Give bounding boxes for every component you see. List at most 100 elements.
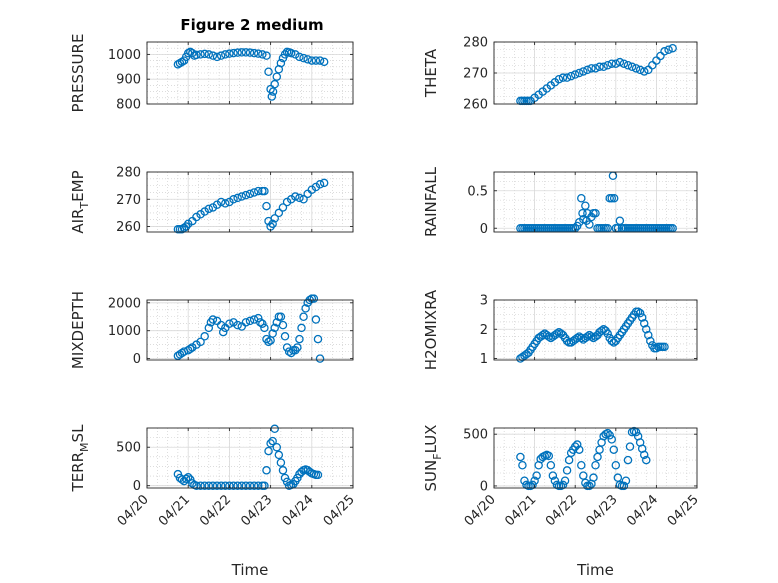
data-point	[276, 312, 286, 321]
data-point	[307, 56, 317, 65]
data-point	[264, 337, 273, 347]
y-tick-label: 900	[116, 73, 141, 88]
data-point	[276, 458, 286, 467]
y-axis-label-main: MIXDEPTH	[69, 291, 87, 369]
data-point	[609, 193, 619, 203]
data-point	[546, 460, 556, 470]
data-point	[204, 204, 214, 214]
data-point	[560, 476, 570, 486]
data-point	[268, 219, 277, 229]
data-point	[621, 476, 631, 486]
data-point	[233, 481, 242, 490]
data-point	[639, 450, 649, 460]
data-point	[229, 195, 238, 204]
data-point	[583, 332, 592, 341]
data-point	[274, 208, 284, 218]
data-point	[603, 428, 612, 438]
data-point	[585, 481, 594, 491]
y-tick-label: 500	[116, 441, 141, 456]
data-point	[291, 50, 300, 59]
data-point	[200, 481, 209, 490]
y-tick-label: 3	[480, 294, 488, 309]
data-point	[664, 45, 673, 55]
data-point	[274, 450, 284, 460]
data-point	[562, 466, 572, 475]
data-point	[301, 304, 310, 313]
data-point	[319, 178, 329, 188]
data-point	[272, 72, 282, 81]
subplot-1: 800 900 1000 PRESSURE	[69, 34, 354, 113]
data-point	[550, 476, 560, 486]
data-point	[256, 318, 265, 327]
y-tick-label: 0	[133, 352, 141, 367]
data-point	[278, 320, 288, 330]
y-axis-label-main: SUN	[422, 460, 440, 492]
data-point	[548, 471, 558, 480]
data-point	[212, 52, 222, 62]
data-point	[577, 460, 586, 470]
data-point	[258, 319, 267, 328]
data-point	[181, 474, 191, 484]
data-point	[270, 79, 279, 89]
data-point	[291, 192, 300, 201]
data-point	[615, 216, 625, 225]
y-tick-label: 270	[463, 67, 488, 82]
data-point	[623, 455, 633, 465]
data-point	[241, 48, 251, 57]
data-point	[578, 208, 587, 218]
data-point	[260, 323, 269, 333]
y-tick-label: 2000	[108, 296, 141, 311]
data-point	[570, 70, 580, 79]
axes-box	[493, 299, 698, 361]
data-point	[272, 442, 282, 452]
data-point	[611, 59, 621, 68]
data-point	[639, 67, 649, 76]
data-point	[587, 64, 596, 73]
data-point	[607, 193, 616, 203]
x-axis-label: Time	[231, 561, 269, 579]
data-point	[276, 58, 286, 68]
data-point	[575, 445, 584, 454]
data-point	[562, 336, 572, 346]
data-point	[221, 481, 230, 490]
data-point	[233, 193, 242, 203]
data-point	[212, 481, 222, 490]
data-point	[297, 323, 306, 333]
y-axis-label: SUNFLUX	[422, 425, 444, 492]
data-point	[299, 195, 308, 204]
data-point	[216, 51, 226, 60]
data-point	[652, 344, 661, 353]
data-point	[587, 332, 596, 341]
data-point	[186, 344, 195, 354]
data-point	[188, 48, 197, 58]
data-point	[311, 315, 321, 324]
data-point	[286, 48, 296, 58]
data-point	[266, 439, 275, 448]
y-axis-label-main: AIR	[69, 209, 87, 234]
data-point	[544, 451, 554, 461]
subplot-5: 0 1000 2000 MIXDEPTH	[69, 291, 354, 369]
data-point	[562, 73, 572, 82]
data-point	[264, 67, 273, 77]
data-point	[585, 220, 594, 229]
subplot-4: 0 0.5 RAINFALL	[422, 166, 698, 237]
y-axis-label: MIXDEPTH	[69, 291, 87, 369]
data-point	[233, 48, 242, 57]
data-point	[237, 481, 247, 490]
data-point	[293, 343, 302, 352]
x-axis-label: Time	[576, 561, 614, 579]
data-point	[599, 62, 608, 72]
data-point	[609, 445, 619, 454]
data-point	[644, 330, 653, 340]
data-point	[260, 186, 269, 196]
data-point	[603, 329, 612, 338]
data-point	[200, 49, 209, 59]
data-point	[627, 62, 637, 72]
y-tick-label: 2	[480, 323, 488, 338]
axes-box	[146, 171, 354, 233]
data-point	[642, 455, 651, 465]
data-point	[635, 308, 645, 318]
data-point	[196, 481, 205, 490]
data-point	[218, 327, 228, 337]
